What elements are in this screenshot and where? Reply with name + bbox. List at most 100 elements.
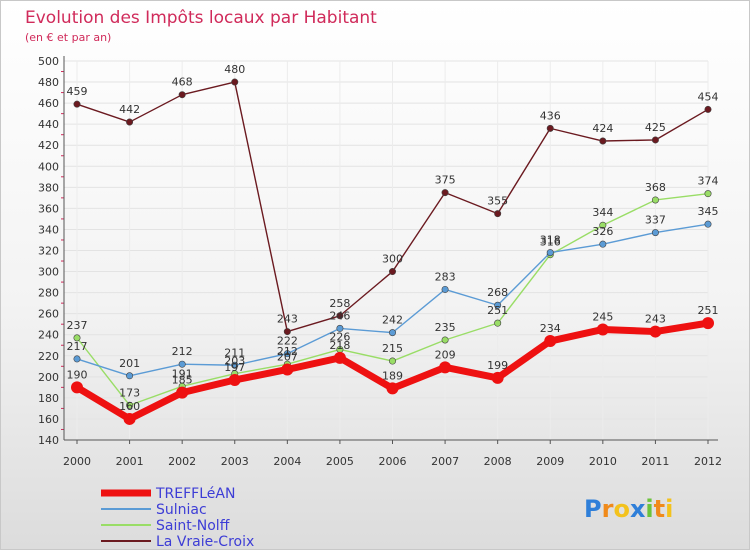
legend-label: TREFFLéAN — [155, 486, 235, 502]
data-label: 191 — [172, 367, 193, 380]
data-label: 160 — [119, 400, 140, 413]
data-point — [283, 350, 291, 358]
data-label: 235 — [435, 321, 456, 334]
data-label: 243 — [645, 313, 666, 326]
data-label: 203 — [224, 355, 245, 368]
data-point — [651, 196, 659, 204]
y-tick-label: 300 — [38, 266, 59, 279]
x-tick-label: 2012 — [694, 455, 722, 468]
data-point — [544, 335, 557, 348]
data-point — [441, 336, 449, 344]
data-point — [73, 355, 81, 363]
y-tick-label: 220 — [38, 350, 59, 363]
y-tick-label: 260 — [38, 308, 59, 321]
data-point — [494, 301, 502, 309]
legend-label: Sulniac — [156, 502, 207, 518]
data-label: 454 — [698, 90, 719, 103]
data-point — [388, 357, 396, 365]
x-tick-label: 2010 — [589, 455, 617, 468]
logo-text: Proxiti — [584, 495, 673, 523]
data-point — [546, 249, 554, 257]
data-label: 226 — [329, 330, 350, 343]
data-label: 318 — [540, 234, 561, 247]
data-label: 424 — [592, 122, 613, 135]
data-label: 212 — [172, 345, 193, 358]
data-point — [336, 312, 344, 320]
data-point — [178, 360, 186, 368]
x-tick-label: 2002 — [168, 455, 196, 468]
y-tick-label: 320 — [38, 245, 59, 258]
data-point — [73, 100, 81, 108]
data-point — [599, 240, 607, 248]
x-tick-label: 2008 — [484, 455, 512, 468]
data-label: 212 — [277, 345, 298, 358]
data-point — [176, 386, 189, 399]
data-label: 237 — [67, 319, 88, 332]
data-point — [126, 372, 134, 380]
data-label: 480 — [224, 63, 245, 76]
data-label: 300 — [382, 253, 403, 266]
y-tick-label: 500 — [38, 55, 59, 68]
data-label: 218 — [329, 339, 350, 352]
data-point — [231, 361, 239, 369]
data-label: 217 — [67, 340, 88, 353]
data-label: 316 — [540, 236, 561, 249]
data-label: 459 — [67, 85, 88, 98]
data-label: 368 — [645, 181, 666, 194]
y-tick-label: 380 — [38, 181, 59, 194]
x-tick-label: 2003 — [221, 455, 249, 468]
data-point — [441, 285, 449, 293]
data-label: 283 — [435, 270, 456, 283]
data-point — [386, 382, 399, 395]
data-point — [704, 105, 712, 113]
y-tick-label: 180 — [38, 392, 59, 405]
data-point — [71, 381, 83, 394]
data-point — [494, 319, 502, 327]
data-label: 251 — [698, 304, 719, 317]
data-label: 345 — [698, 205, 719, 218]
series-group — [71, 78, 714, 425]
data-label: 442 — [119, 103, 140, 116]
data-label: 197 — [224, 361, 245, 374]
data-label: 189 — [382, 369, 403, 382]
data-point — [388, 268, 396, 276]
chart-subtitle: (en € et par an) — [25, 31, 111, 44]
data-point — [388, 329, 396, 337]
data-point — [702, 317, 714, 330]
data-point — [441, 189, 449, 197]
data-point — [649, 325, 662, 338]
data-point — [228, 373, 241, 386]
data-label: 242 — [382, 314, 403, 327]
data-point — [704, 220, 712, 228]
data-point — [126, 401, 134, 409]
data-label: 243 — [277, 313, 298, 326]
y-tick-label: 440 — [38, 118, 59, 131]
data-point — [336, 324, 344, 332]
y-tick-label: 340 — [38, 223, 59, 236]
data-label: 209 — [435, 348, 456, 361]
data-point — [333, 351, 346, 364]
x-tick-label: 2006 — [379, 455, 407, 468]
data-point — [546, 124, 554, 132]
y-tick-label: 240 — [38, 329, 59, 342]
data-point — [651, 229, 659, 237]
data-point — [178, 91, 186, 99]
data-label: 251 — [487, 304, 508, 317]
data-label: 268 — [487, 286, 508, 299]
data-label: 246 — [329, 309, 350, 322]
data-label: 374 — [698, 175, 719, 188]
x-tick-label: 2005 — [326, 455, 354, 468]
data-label: 425 — [645, 121, 666, 134]
data-label: 199 — [487, 359, 508, 372]
y-tick-label: 140 — [38, 434, 59, 447]
data-point — [123, 412, 136, 425]
data-point — [491, 371, 504, 384]
data-label: 468 — [172, 76, 193, 89]
data-label: 344 — [592, 206, 613, 219]
data-label: 337 — [645, 214, 666, 227]
chart-title: Evolution des Impôts locaux par Habitant — [25, 8, 377, 28]
y-tick-label: 480 — [38, 76, 59, 89]
data-labels: 459 442 468 480 243 258 300 375 355 436 424 425 454 2… — [67, 63, 719, 413]
